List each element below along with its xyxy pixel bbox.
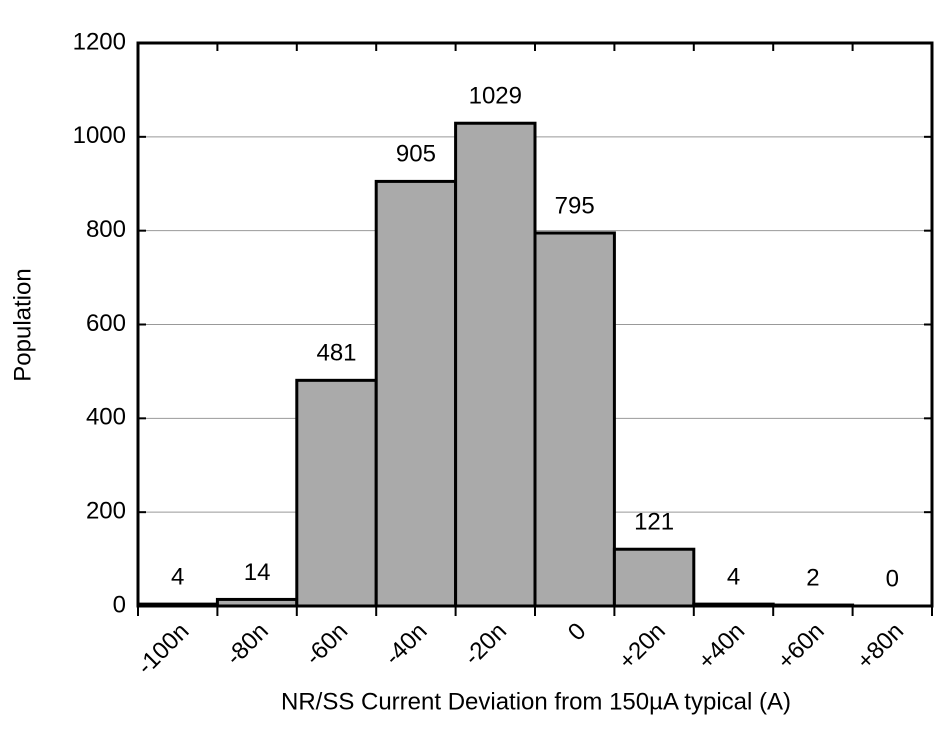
bar (533, 231, 616, 608)
bar (612, 547, 696, 608)
value-label: 905 (396, 141, 436, 168)
y-tick-label: 800 (86, 216, 126, 243)
x-axis-label: NR/SS Current Deviation from 150µA typic… (281, 688, 791, 715)
y-tick-label: 400 (86, 404, 126, 431)
x-tick-label: +60n (772, 618, 829, 675)
y-tick-label: 1200 (73, 28, 126, 55)
x-tick-label: +20n (614, 618, 671, 675)
y-tick-label: 0 (113, 591, 126, 618)
bar (374, 179, 458, 608)
x-tick-label: -100n (132, 618, 195, 681)
value-label: 481 (316, 340, 356, 367)
value-label: 1029 (469, 83, 522, 110)
value-label: 14 (244, 559, 271, 586)
x-tick-label: -80n (221, 618, 274, 671)
x-tick-label: -60n (300, 618, 353, 671)
x-tick-label: 0 (563, 618, 592, 647)
bar (454, 121, 537, 608)
x-tick-label: +40n (693, 618, 750, 675)
value-label: 4 (727, 563, 740, 590)
bar (295, 378, 378, 608)
y-tick-label: 200 (86, 498, 126, 525)
value-label: 2 (806, 564, 819, 591)
x-tick-label: -20n (459, 618, 512, 671)
value-label: 121 (634, 509, 674, 536)
plot-frame (136, 41, 934, 608)
x-tick-label: -40n (380, 618, 433, 671)
x-tick-label: +80n (852, 618, 909, 675)
y-tick-label: 1000 (73, 122, 126, 149)
value-label: 0 (886, 565, 899, 592)
value-label: 4 (171, 563, 184, 590)
value-label: 795 (555, 192, 595, 219)
y-axis-label: Population (9, 268, 36, 381)
y-tick-label: 600 (86, 310, 126, 337)
